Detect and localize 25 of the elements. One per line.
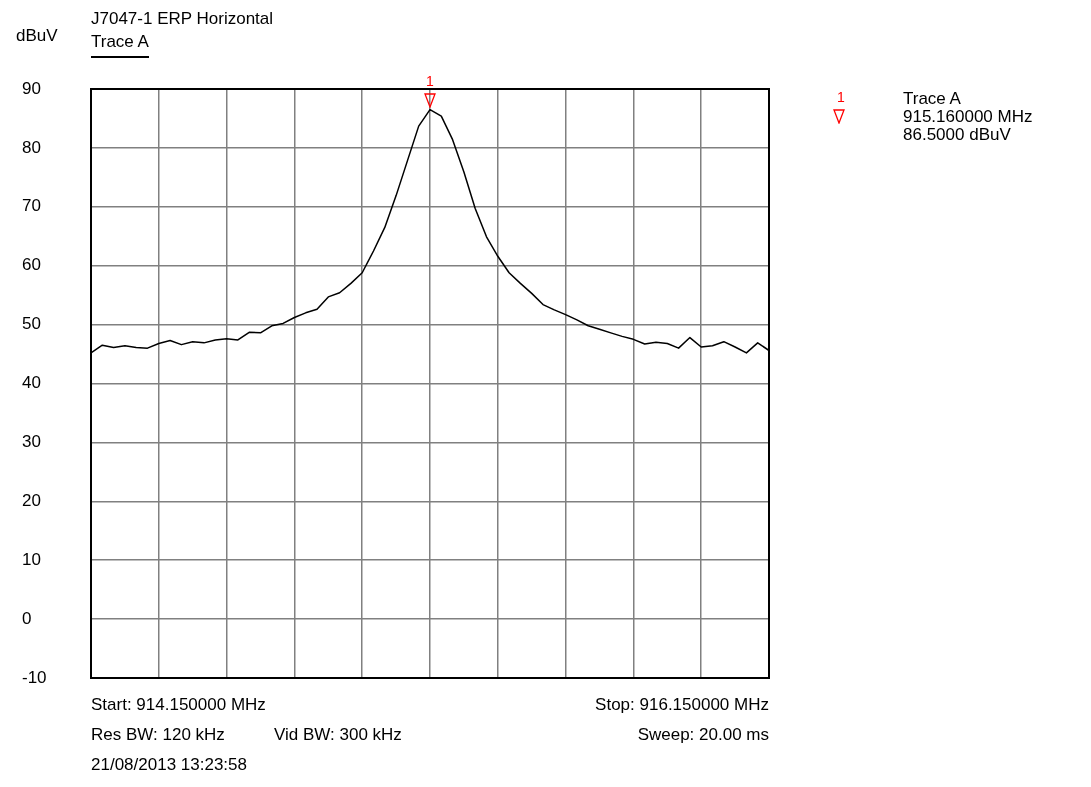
- y-tick-label: 10: [22, 549, 41, 569]
- y-tick-label: 60: [22, 255, 41, 275]
- text: Trace A: [91, 32, 149, 51]
- text: Sweep: 20.00 ms: [637, 725, 769, 744]
- text: Start: 914.150000 MHz: [91, 695, 266, 714]
- text: Res BW: 120 kHz: [91, 725, 225, 744]
- y-tick-label: 40: [22, 373, 41, 393]
- text: 86.5000 dBuV: [903, 125, 1011, 144]
- y-axis-title: dBuV: [16, 26, 58, 45]
- text: 1: [426, 73, 434, 89]
- text: Vid BW: 300 kHz: [274, 725, 402, 744]
- y-tick-label: -10: [22, 667, 47, 687]
- text: 915.160000 MHz: [903, 107, 1033, 126]
- y-tick-label: 80: [22, 137, 41, 157]
- chart-title: J7047-1 ERP Horizontal: [91, 9, 274, 28]
- y-tick-label: 0: [22, 608, 32, 628]
- y-tick-label: 50: [22, 314, 41, 334]
- y-tick-label: 90: [22, 78, 41, 98]
- y-tick-label: 20: [22, 490, 41, 510]
- text: Trace A: [903, 89, 961, 108]
- y-tick-label: 30: [22, 432, 41, 452]
- text: Stop: 916.150000 MHz: [595, 695, 769, 714]
- text: 1: [837, 89, 845, 105]
- text: 21/08/2013 13:23:58: [91, 755, 247, 774]
- y-tick-label: 70: [22, 196, 41, 216]
